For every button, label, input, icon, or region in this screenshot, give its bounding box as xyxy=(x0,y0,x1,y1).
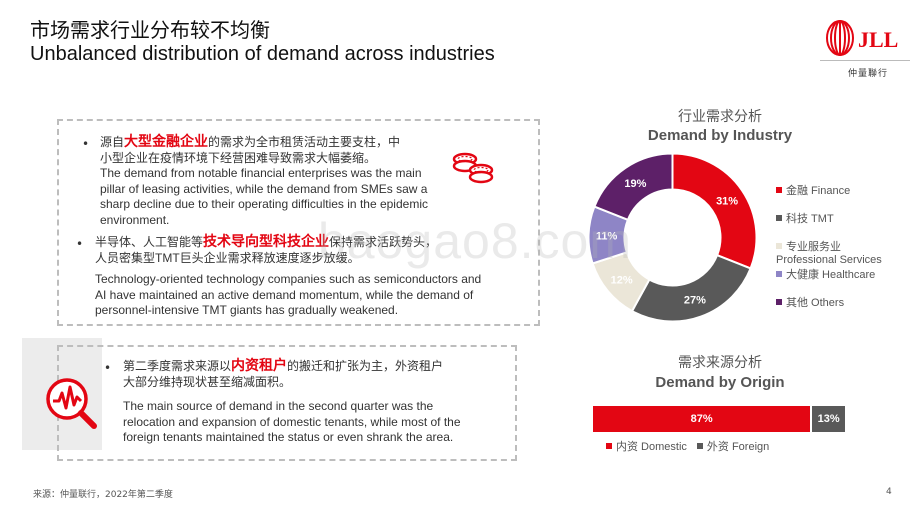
origin-legend-domestic: 内资 Domestic xyxy=(606,441,687,453)
bullet-2: • xyxy=(76,237,84,251)
legend-label-healthcare: 大健康 Healthcare xyxy=(786,269,876,281)
bullet-1: • xyxy=(82,137,90,151)
legend-item-professional-services: 专业服务业 Professional Services xyxy=(776,238,882,266)
coins-icon xyxy=(452,152,494,184)
origin-legend-swatch-foreign xyxy=(696,443,703,449)
tech-text-en: Technology-oriented technology companies… xyxy=(95,272,482,317)
logo-divider xyxy=(820,60,910,61)
magnifier-pulse-icon xyxy=(46,378,97,429)
origin-bar-foreign: 13% xyxy=(812,406,845,432)
origin-legend: 内资 Domestic 外资 Foreign xyxy=(606,438,779,454)
legend-label-others: 其他 Others xyxy=(786,297,845,309)
legend-item-finance: 金融 Finance xyxy=(776,182,850,198)
logo-subtitle: 仲量聯行 xyxy=(848,69,889,79)
origin-text-en: The main source of demand in the second … xyxy=(123,399,461,444)
page-title-en: Unbalanced distribution of demand across… xyxy=(30,43,495,65)
page-title-cn: 市场需求行业分布较不均衡 xyxy=(30,18,270,42)
legend-swatch-others xyxy=(776,299,782,305)
origin-legend-foreign: 外资 Foreign xyxy=(696,441,769,453)
origin-title-cn: 需求来源分析 xyxy=(678,355,762,371)
industry-commentary-box xyxy=(57,119,540,326)
tech-text-cn: 半导体、人工智能等技术导向型科技企业保持需求活跃势头， 人员密集型TMT巨头企业… xyxy=(95,233,438,265)
legend-item-others: 其他 Others xyxy=(776,294,844,310)
legend-swatch-healthcare xyxy=(776,271,782,277)
donut-slice-finance xyxy=(671,152,758,270)
origin-bar-domestic: 87% xyxy=(593,406,811,432)
svg-text:JLL: JLL xyxy=(858,27,898,52)
watermark: baogao8.com xyxy=(318,213,633,269)
donut-label-professional-services: 12% xyxy=(611,275,633,287)
legend-label-finance: 金融 Finance xyxy=(786,185,851,197)
donut-slice-tmt xyxy=(630,253,752,323)
legend-label-tmt: 科技 TMT xyxy=(786,213,834,225)
legend-label-professional-services: 专业服务业 xyxy=(786,241,841,253)
legend-swatch-professional-services xyxy=(776,243,782,249)
finance-text-cn: 源自大型金融企业的需求为全市租赁活动主要支柱，中 小型企业在疫情环境下经营困难导… xyxy=(100,133,401,165)
donut-label-healthcare: 11% xyxy=(596,230,618,242)
legend-swatch-tmt xyxy=(776,215,782,221)
legend-item-healthcare: 大健康 Healthcare xyxy=(776,266,875,282)
donut-label-finance: 31% xyxy=(716,195,738,207)
finance-text-en: The demand from notable financial enterp… xyxy=(100,166,428,227)
donut-label-tmt: 27% xyxy=(684,295,706,307)
industry-title-cn: 行业需求分析 xyxy=(678,109,762,125)
donut-slice-others xyxy=(593,152,674,222)
jll-logo: JLL xyxy=(826,20,898,56)
donut-label-others: 19% xyxy=(624,178,646,190)
origin-text-cn: 第二季度需求来源以内资租户的搬迁和扩张为主，外资租户 大部分维持现状甚至缩减面积… xyxy=(123,357,444,389)
legend-swatch-finance xyxy=(776,187,782,193)
legend-item-tmt: 科技 TMT xyxy=(776,210,834,226)
legend-label-professional-services: Professional Services xyxy=(776,254,882,266)
bullet-3: • xyxy=(104,361,112,375)
page-number: 4 xyxy=(886,487,892,497)
industry-donut-chart: 31% 27% 12% 11% 19% xyxy=(587,152,758,323)
origin-stacked-bar: 87% 13% xyxy=(593,406,845,432)
origin-title-en: Demand by Origin xyxy=(655,374,785,391)
source-note: 来源：仲量联行，2022年第二季度 xyxy=(33,490,173,500)
industry-title-en: Demand by Industry xyxy=(647,127,793,144)
origin-legend-swatch-domestic xyxy=(606,443,612,449)
